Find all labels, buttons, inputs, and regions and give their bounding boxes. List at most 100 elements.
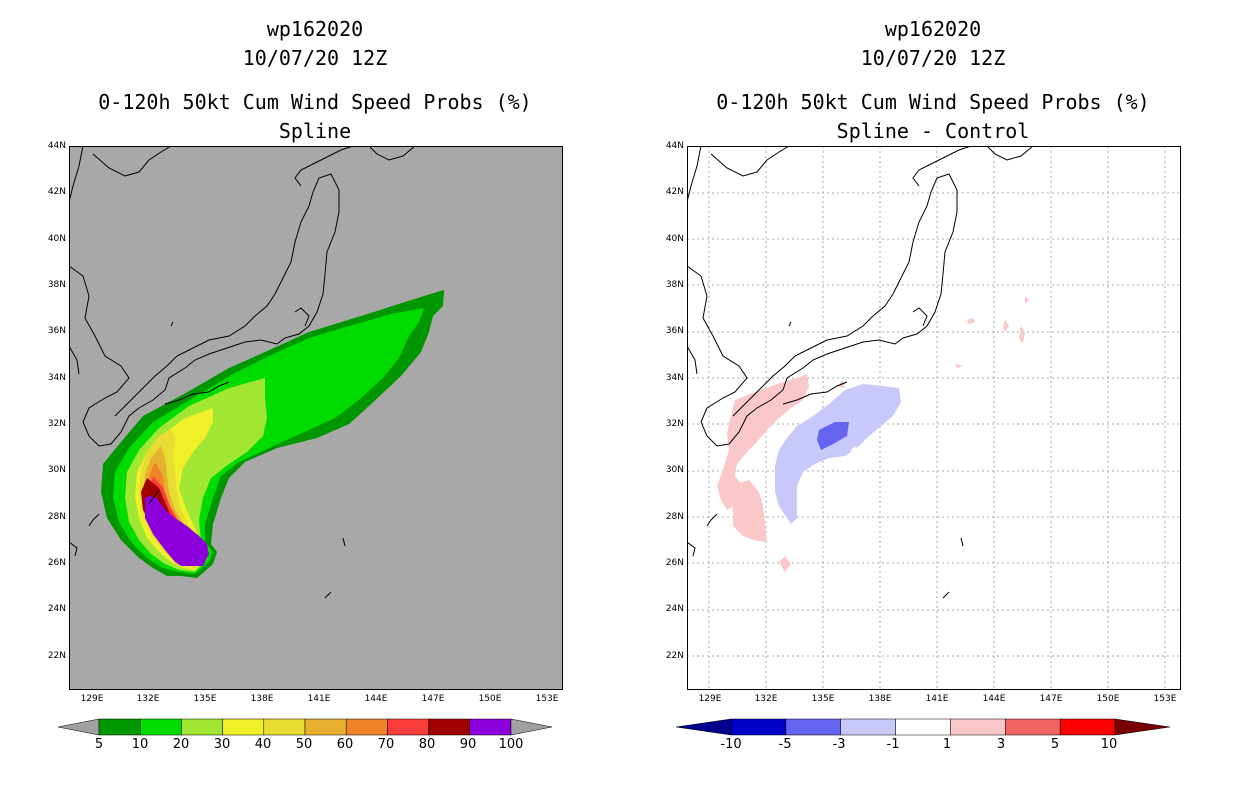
right-colorbar (676, 718, 1171, 736)
colorbar-cell (98, 718, 141, 736)
colorbar-cell (950, 718, 1006, 736)
left-lat-label: 26N (47, 558, 66, 568)
diff-negative-1-3 (775, 384, 901, 524)
colorbar-under-arrow (676, 718, 732, 736)
left-lat-label: 30N (47, 465, 66, 475)
left-lon-label: 147E (421, 694, 445, 704)
right-lat-label: 34N (665, 373, 684, 383)
right-cb-label: 5 (1050, 737, 1060, 752)
colorbar-cell (469, 718, 512, 736)
map-border (69, 146, 563, 690)
diff-positive-1-3 (955, 364, 963, 368)
coastlines (69, 146, 416, 599)
left-cb-label: 30 (213, 737, 231, 752)
right-lon-label: 138E (868, 694, 892, 704)
left-cb-label: 40 (254, 737, 272, 752)
colorbar-cell (263, 718, 306, 736)
right-title-line3: 0-120h 50kt Cum Wind Speed Probs (%) (716, 90, 1150, 114)
left-lat-label: 22N (47, 651, 66, 661)
left-lat-label: 38N (47, 280, 66, 290)
right-lat-label: 26N (665, 558, 684, 568)
diff-positive-1-3 (733, 480, 767, 542)
left-cb-label: 90 (459, 737, 477, 752)
colorbar-cell (139, 718, 182, 736)
left-title-line3: 0-120h 50kt Cum Wind Speed Probs (%) (98, 90, 532, 114)
left-lon-label: 135E (193, 694, 217, 704)
left-lat-label: 28N (47, 512, 66, 522)
right-title-line4: Spline - Control (836, 119, 1030, 143)
left-lon-label: 132E (136, 694, 160, 704)
left-lat-label: 42N (47, 187, 66, 197)
left-cb-label: 100 (498, 737, 524, 752)
right-lon-label: 150E (1096, 694, 1120, 704)
right-lat-label: 44N (665, 141, 684, 151)
right-lat-label: 28N (665, 512, 684, 522)
right-cb-label: -3 (832, 737, 846, 752)
right-title-line1: wp162020 (884, 17, 982, 41)
colorbar-cell (1005, 718, 1061, 736)
diff-positive-1-3 (717, 374, 809, 510)
left-cb-label: 70 (377, 737, 395, 752)
right-lat-label: 36N (665, 326, 684, 336)
colorbar-cell (387, 718, 429, 736)
left-lon-label: 129E (80, 694, 104, 704)
right-lon-label: 144E (982, 694, 1006, 704)
colorbar-cell (222, 718, 265, 736)
colorbar-cell (730, 718, 787, 736)
right-cb-label: 10 (1100, 737, 1118, 752)
left-map (69, 146, 563, 690)
right-cb-label: -10 (720, 737, 742, 752)
right-map (687, 146, 1181, 690)
prob-90-100 (145, 496, 209, 566)
colorbar-cell (345, 718, 388, 736)
left-lat-label: 36N (47, 326, 66, 336)
right-cb-label: -1 (886, 737, 900, 752)
right-lat-label: 38N (665, 280, 684, 290)
left-lon-label: 144E (364, 694, 388, 704)
colorbar-cell (840, 718, 896, 736)
left-title-line4: Spline (278, 119, 352, 143)
left-lat-label: 34N (47, 373, 66, 383)
right-lon-label: 135E (811, 694, 835, 704)
left-lat-label: 24N (47, 604, 66, 614)
diff-negative-3-5 (817, 422, 849, 450)
colorbar-cell (181, 718, 223, 736)
right-lon-label: 153E (1153, 694, 1177, 704)
left-lon-label: 150E (478, 694, 502, 704)
left-cb-label: 5 (94, 737, 104, 752)
left-cb-label: 80 (418, 737, 436, 752)
left-title-line2: 10/07/20 12Z (242, 46, 388, 70)
right-lat-label: 24N (665, 604, 684, 614)
right-cb-label: 3 (996, 737, 1006, 752)
right-title-line2: 10/07/20 12Z (860, 46, 1006, 70)
coastlines (687, 146, 1034, 599)
colorbar-over-arrow (1114, 718, 1171, 736)
colorbar-cell (785, 718, 841, 736)
colorbar-over-arrow (510, 718, 553, 736)
right-lat-label: 22N (665, 651, 684, 661)
right-lat-label: 30N (665, 465, 684, 475)
right-cb-label: 1 (942, 737, 952, 752)
colorbar-cell (895, 718, 951, 736)
colorbar-cell (428, 718, 471, 736)
colorbar-cell (304, 718, 347, 736)
diff-no-change-hole (851, 446, 857, 456)
diff-positive-1-3 (1019, 326, 1025, 344)
left-title-line1: wp162020 (266, 17, 364, 41)
left-lon-label: 141E (307, 694, 331, 704)
right-lat-label: 42N (665, 187, 684, 197)
diff-positive-1-3 (1025, 296, 1029, 304)
diff-positive-1-3 (779, 556, 791, 572)
left-colorbar (58, 718, 553, 736)
left-lon-label: 153E (535, 694, 559, 704)
right-lat-label: 40N (665, 234, 684, 244)
diff-positive-1-3 (1003, 320, 1009, 332)
left-lat-label: 40N (47, 234, 66, 244)
right-lon-label: 132E (754, 694, 778, 704)
left-lat-label: 44N (47, 141, 66, 151)
map-border (687, 146, 1181, 690)
left-lat-label: 32N (47, 419, 66, 429)
right-cb-label: -5 (778, 737, 792, 752)
diff-positive-1-3 (967, 318, 975, 324)
left-cb-label: 50 (295, 737, 313, 752)
